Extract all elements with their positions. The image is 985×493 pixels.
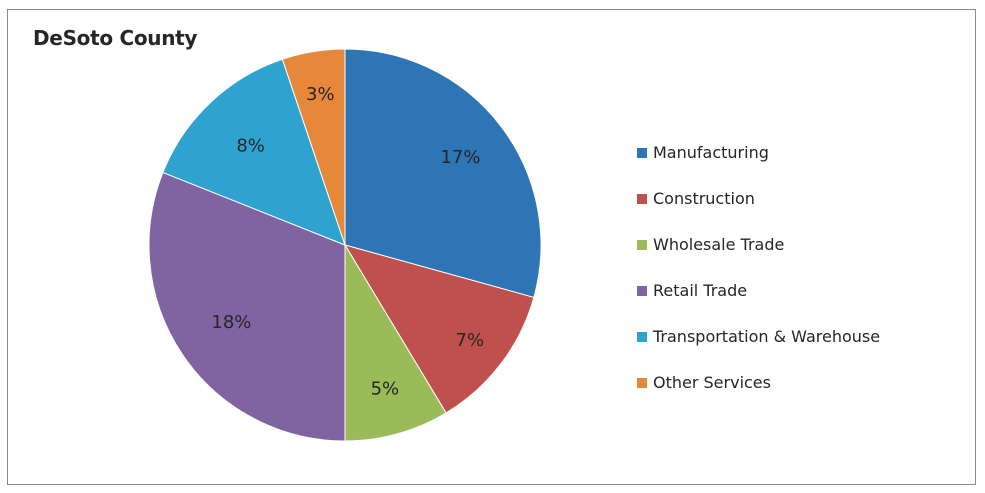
pie-slice-wholesale-trade — [344, 243, 447, 442]
data-label-transportation-warehouse: 8% — [236, 135, 265, 156]
legend-swatch — [637, 193, 647, 204]
legend-item-wholesale-trade: Wholesale Trade — [637, 233, 880, 256]
legend-swatch — [637, 147, 647, 158]
chart-title: DeSoto County — [33, 26, 198, 50]
pie-slice-retail-trade — [148, 171, 346, 442]
pie-slice-manufacturing — [344, 48, 542, 299]
legend-item-transportation-warehouse: Transportation & Warehouse — [637, 325, 880, 348]
legend-label: Wholesale Trade — [653, 235, 785, 254]
legend-label: Other Services — [653, 373, 771, 392]
legend-item-construction: Construction — [637, 187, 880, 210]
pie-slice-other-services — [281, 48, 346, 246]
legend-swatch — [637, 331, 647, 342]
pie-slices — [148, 48, 542, 442]
legend-label: Manufacturing — [653, 143, 769, 162]
data-label-retail-trade: 18% — [211, 312, 251, 333]
pie-slice-transportation-warehouse — [162, 58, 346, 246]
legend-swatch — [637, 239, 647, 250]
pie-slice-construction — [343, 244, 535, 414]
data-label-other-services: 3% — [306, 84, 335, 105]
data-label-manufacturing: 17% — [440, 147, 480, 168]
pie-data-labels: 17% 7% 5% 18% 8% 3% — [211, 84, 484, 399]
legend-item-manufacturing: Manufacturing — [637, 141, 880, 164]
legend-label: Construction — [653, 189, 755, 208]
legend-label: Retail Trade — [653, 281, 748, 300]
legend-swatch — [637, 285, 647, 296]
legend: Manufacturing Construction Wholesale Trade… — [637, 141, 880, 417]
legend-item-retail-trade: Retail Trade — [637, 279, 880, 302]
data-label-wholesale-trade: 5% — [371, 379, 400, 400]
data-label-construction: 7% — [456, 330, 485, 351]
legend-label: Transportation & Warehouse — [653, 327, 881, 346]
legend-swatch — [637, 377, 647, 388]
legend-item-other-services: Other Services — [637, 371, 880, 394]
